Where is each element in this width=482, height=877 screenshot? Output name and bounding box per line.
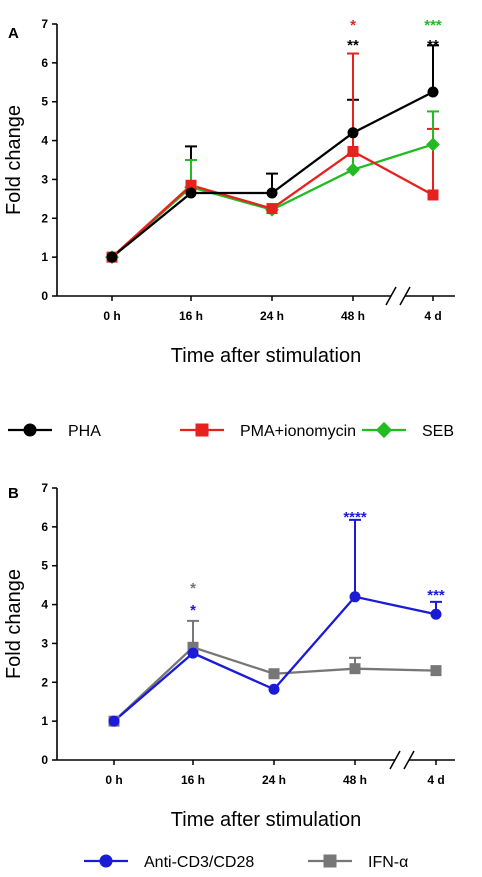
legend-marker xyxy=(375,421,393,439)
axis-break-mark xyxy=(403,750,415,770)
series-line xyxy=(111,143,434,259)
legend-label: PMA+ionomycin xyxy=(240,423,356,440)
y-tick-label: 6 xyxy=(41,56,48,70)
axis-break-mark xyxy=(389,750,401,770)
data-point xyxy=(347,145,359,157)
data-point xyxy=(266,187,278,199)
data-point xyxy=(426,137,440,152)
data-point xyxy=(266,203,278,215)
significance-marker: *** xyxy=(424,17,442,34)
panel-b-chart: B 0 1 2 3 4 5 6 7 0 h 16 h 24 h 48 h 4 d Time after st… xyxy=(3,481,455,831)
y-tick-label: 1 xyxy=(41,714,48,728)
y-tick-label: 5 xyxy=(41,559,48,573)
x-axis-title: Time after stimulation xyxy=(171,809,361,831)
legend-label: Anti-CD3/CD28 xyxy=(144,854,254,871)
panel-a-legend: PHA PMA+ionomycin SEB xyxy=(8,421,454,440)
data-point xyxy=(187,641,199,653)
significance-marker: ** xyxy=(347,37,359,54)
data-point xyxy=(427,86,439,98)
x-tick-label: 24 h xyxy=(260,309,284,323)
data-point xyxy=(347,127,359,139)
legend-marker xyxy=(23,423,37,437)
legend-label: IFN-α xyxy=(368,854,408,871)
axis-break-mark xyxy=(385,286,397,306)
data-point xyxy=(185,187,197,199)
x-tick-label: 0 h xyxy=(103,309,120,323)
legend-marker xyxy=(195,423,209,437)
series-line xyxy=(113,595,437,723)
x-tick-label: 48 h xyxy=(343,773,367,787)
x-tick-label: 16 h xyxy=(181,773,205,787)
y-tick-label: 6 xyxy=(41,520,48,534)
data-point xyxy=(349,663,361,675)
x-tick-label: 16 h xyxy=(179,309,203,323)
data-point xyxy=(427,189,439,201)
y-tick-label: 5 xyxy=(41,95,48,109)
panel-b-legend: Anti-CD3/CD28 IFN-α xyxy=(84,854,408,871)
x-tick-label: 24 h xyxy=(262,773,286,787)
x-tick-label: 48 h xyxy=(341,309,365,323)
data-point xyxy=(268,683,280,695)
significance-marker: **** xyxy=(343,509,367,526)
data-point xyxy=(346,162,360,177)
y-tick-label: 3 xyxy=(41,636,48,650)
data-point xyxy=(430,665,442,677)
legend-label: SEB xyxy=(422,423,454,440)
legend-marker xyxy=(323,854,337,868)
significance-marker: * xyxy=(350,17,356,34)
data-point xyxy=(349,591,361,603)
data-point xyxy=(430,608,442,620)
y-tick-label: 2 xyxy=(41,211,48,225)
y-tick-label: 1 xyxy=(41,250,48,264)
x-axis-title: Time after stimulation xyxy=(171,345,361,367)
legend-marker xyxy=(99,854,113,868)
significance-marker: * xyxy=(190,602,196,619)
significance-marker: ** xyxy=(427,37,439,54)
significance-marker: *** xyxy=(427,587,445,604)
data-point xyxy=(108,715,120,727)
y-tick-label: 0 xyxy=(41,289,48,303)
x-tick-label: 0 h xyxy=(105,773,122,787)
data-point xyxy=(187,647,199,659)
y-axis-title: Fold change xyxy=(3,105,25,215)
panel-letter: B xyxy=(8,485,19,502)
axis-break-mark xyxy=(399,286,411,306)
y-tick-label: 3 xyxy=(41,172,48,186)
y-tick-label: 0 xyxy=(41,753,48,767)
data-point xyxy=(268,668,280,680)
panel-letter: A xyxy=(8,25,19,42)
y-tick-label: 2 xyxy=(41,675,48,689)
panel-a-chart: A 0 1 2 3 4 5 6 7 0 h 16 h 24 h 48 h 4 d Time after st… xyxy=(3,17,455,367)
significance-marker: * xyxy=(190,580,196,597)
y-axis-title: Fold change xyxy=(3,569,25,679)
y-tick-label: 4 xyxy=(41,598,48,612)
y-tick-label: 7 xyxy=(41,481,48,495)
y-tick-label: 4 xyxy=(41,134,48,148)
data-point xyxy=(185,179,197,191)
legend-label: PHA xyxy=(68,423,101,440)
x-tick-label: 4 d xyxy=(424,309,441,323)
y-tick-label: 7 xyxy=(41,17,48,31)
x-tick-label: 4 d xyxy=(427,773,444,787)
data-point xyxy=(106,251,118,263)
